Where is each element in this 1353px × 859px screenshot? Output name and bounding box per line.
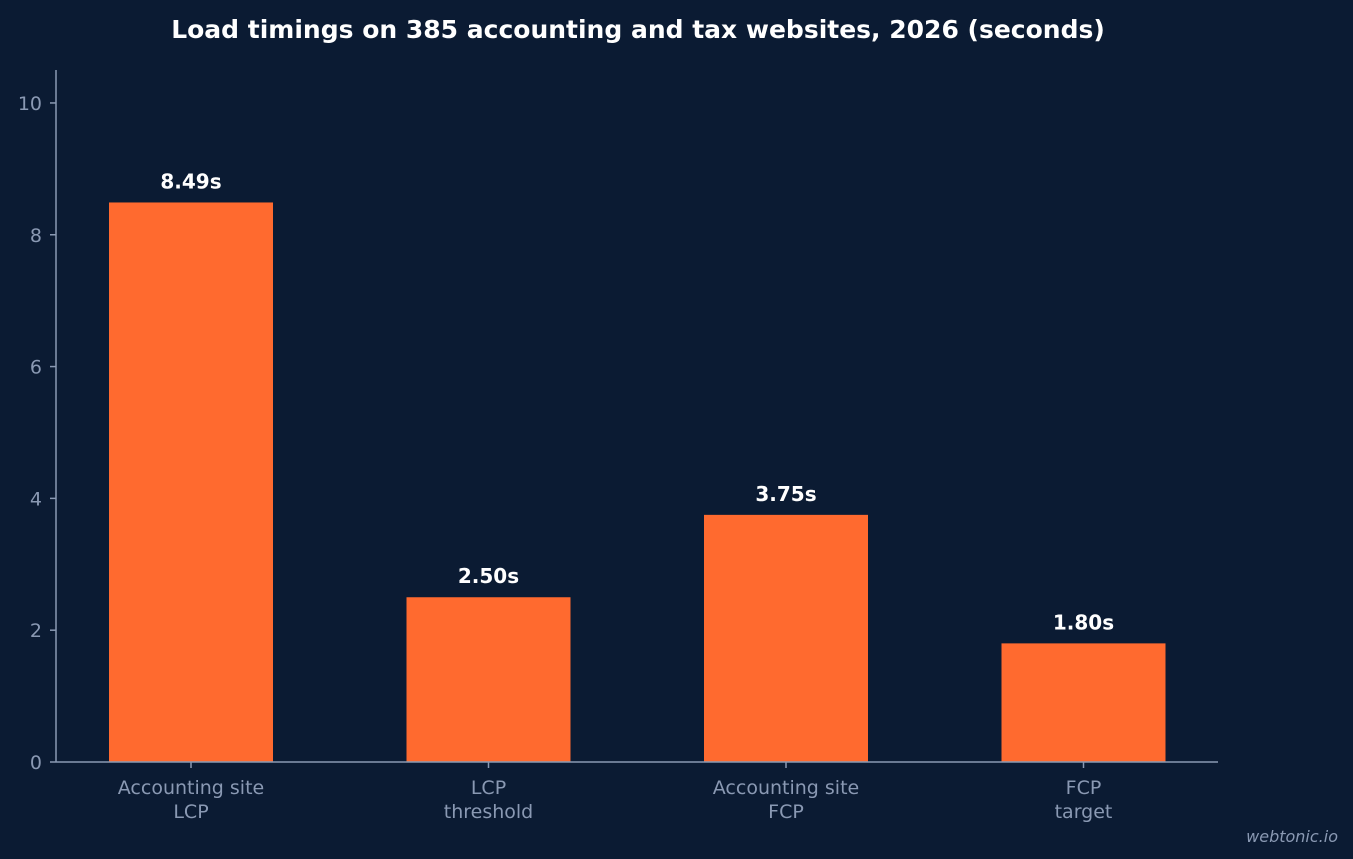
data-labels: 8.49s 2.50s 3.75s 1.80s <box>160 169 1114 634</box>
bar <box>406 597 571 762</box>
bar <box>1001 643 1166 762</box>
x-tick-label: Accounting site <box>118 777 264 799</box>
bar-value-label: 3.75s <box>755 482 816 506</box>
bar-value-label: 2.50s <box>458 564 519 588</box>
x-tick-label: FCP <box>1066 777 1102 799</box>
bar <box>109 202 273 762</box>
bar <box>704 514 868 762</box>
x-tick-label: LCP <box>173 801 208 823</box>
y-tick-label: 10 <box>18 93 42 115</box>
y-tick-label: 6 <box>30 357 42 379</box>
x-tick-label: threshold <box>444 801 533 823</box>
bars <box>109 202 1166 762</box>
y-tick-label: 0 <box>30 752 42 774</box>
y-axis: 0 2 4 6 8 10 <box>18 70 57 774</box>
bar-value-label: 1.80s <box>1053 610 1114 634</box>
y-tick-label: 4 <box>30 488 42 510</box>
chart-title: Load timings on 385 accounting and tax w… <box>171 15 1105 44</box>
y-tick-label: 8 <box>30 225 42 247</box>
x-tick-label: LCP <box>471 777 506 799</box>
x-tick-label: Accounting site <box>713 777 859 799</box>
x-tick-label: FCP <box>768 801 804 823</box>
x-tick-label: target <box>1055 801 1113 823</box>
y-tick-label: 2 <box>30 620 42 642</box>
x-axis: Accounting siteLCPLCPthresholdAccounting… <box>56 761 1218 823</box>
bar-value-label: 8.49s <box>160 169 221 193</box>
watermark: webtonic.io <box>1246 827 1338 846</box>
